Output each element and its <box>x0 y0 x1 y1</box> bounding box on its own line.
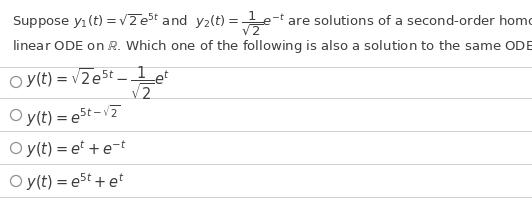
Text: $y(t) = e^{5t} + e^{t}$: $y(t) = e^{5t} + e^{t}$ <box>26 170 125 192</box>
Text: $y(t) = e^{5t - \sqrt{2}}$: $y(t) = e^{5t - \sqrt{2}}$ <box>26 103 120 128</box>
Text: $y(t) = \sqrt{2}e^{5t} - \dfrac{1}{\sqrt{2}}e^{t}$: $y(t) = \sqrt{2}e^{5t} - \dfrac{1}{\sqrt… <box>26 64 170 101</box>
Text: linear ODE on $\mathbb{R}$. Which one of the following is also a solution to the: linear ODE on $\mathbb{R}$. Which one of… <box>12 38 532 55</box>
Text: $y(t) = e^{t} + e^{-t}$: $y(t) = e^{t} + e^{-t}$ <box>26 137 127 159</box>
Text: Suppose $y_1(t) = \sqrt{2}e^{5t}$ and  $y_2(t) = \dfrac{1}{\sqrt{2}}e^{-t}$ are : Suppose $y_1(t) = \sqrt{2}e^{5t}$ and $y… <box>12 10 532 38</box>
